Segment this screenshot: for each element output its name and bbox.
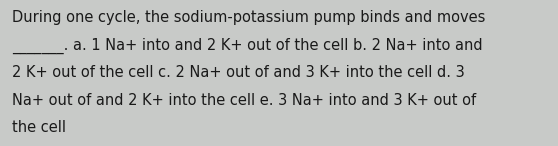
Text: 2 K+ out of the cell c. 2 Na+ out of and 3 K+ into the cell d. 3: 2 K+ out of the cell c. 2 Na+ out of and… (12, 65, 465, 80)
Text: _______. a. 1 Na+ into and 2 K+ out of the cell b. 2 Na+ into and: _______. a. 1 Na+ into and 2 K+ out of t… (12, 38, 483, 54)
Text: During one cycle, the sodium-potassium pump binds and moves: During one cycle, the sodium-potassium p… (12, 10, 485, 25)
Text: Na+ out of and 2 K+ into the cell e. 3 Na+ into and 3 K+ out of: Na+ out of and 2 K+ into the cell e. 3 N… (12, 93, 477, 108)
Text: the cell: the cell (12, 120, 66, 135)
